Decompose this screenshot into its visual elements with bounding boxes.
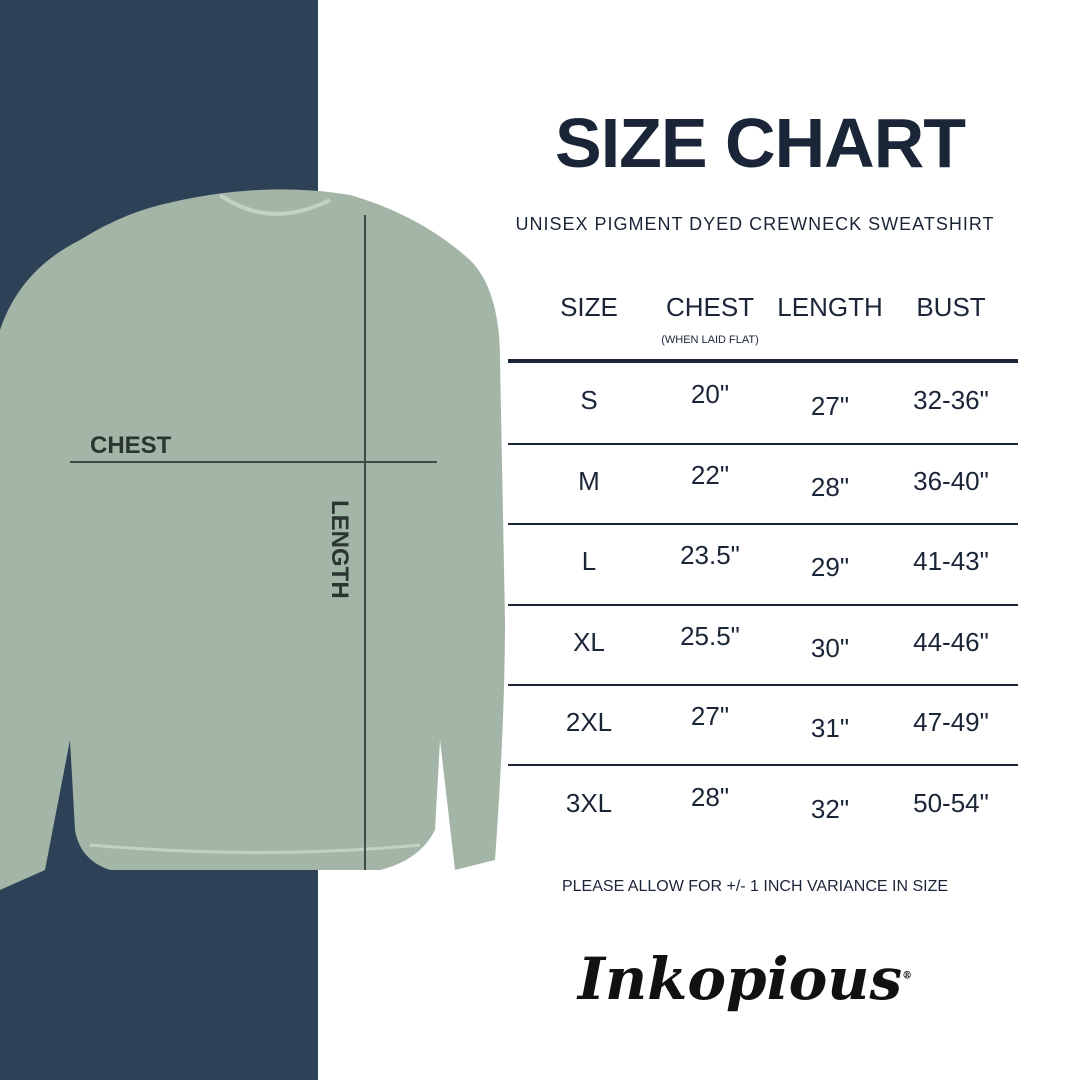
- chest-note: (WHEN LAID FLAT): [661, 334, 759, 346]
- row-divider: [508, 523, 1018, 526]
- header-chest: CHEST: [665, 292, 755, 322]
- table-cell: 32-36": [913, 385, 989, 415]
- table-cell: 28": [690, 781, 730, 812]
- table-cell: 27": [690, 701, 730, 731]
- table-cell: 41-43": [913, 546, 989, 576]
- table-cell: 3XL: [565, 787, 613, 818]
- header-size: SIZE: [560, 292, 618, 322]
- brand-logo: Inkopious®: [577, 945, 913, 1013]
- sweatshirt-image: [0, 189, 505, 890]
- row-divider: [508, 683, 1018, 686]
- variance-note: PLEASE ALLOW FOR +/- 1 INCH VARIANCE IN …: [561, 878, 949, 895]
- page-title: SIZE CHART: [555, 104, 966, 182]
- table-cell: 36-40": [913, 465, 989, 496]
- table-cell: S: [580, 385, 598, 415]
- table-cell: 25.5": [680, 620, 740, 651]
- table-cell: 32": [810, 793, 850, 824]
- table-cell: 20": [690, 379, 730, 409]
- table-cell: 47-49": [913, 707, 989, 737]
- table-cell: 30": [810, 632, 850, 663]
- chest-label: CHEST: [90, 432, 172, 459]
- table-cell: 23.5": [680, 540, 740, 570]
- table-cell: 29": [810, 552, 850, 582]
- header-divider: [508, 359, 1018, 363]
- table-cell: 28": [810, 471, 850, 502]
- table-cell: 44-46": [913, 626, 989, 657]
- table-cell: M: [578, 465, 600, 496]
- length-label: LENGTH: [326, 500, 353, 599]
- table-cell: 2XL: [565, 707, 613, 737]
- subtitle: UNISEX PIGMENT DYED CREWNECK SWEATSHIRT: [515, 214, 995, 234]
- table-cell: 22": [690, 459, 730, 490]
- row-divider: [508, 443, 1018, 445]
- header-length: LENGTH: [777, 292, 883, 322]
- table-cell: 27": [810, 391, 850, 421]
- table-cell: 50-54": [913, 787, 989, 818]
- row-divider: [508, 603, 1018, 606]
- table-cell: 31": [810, 713, 850, 743]
- table-cell: XL: [573, 626, 605, 657]
- header-bust: BUST: [916, 292, 986, 322]
- row-divider: [508, 764, 1018, 767]
- table-cell: L: [581, 546, 597, 576]
